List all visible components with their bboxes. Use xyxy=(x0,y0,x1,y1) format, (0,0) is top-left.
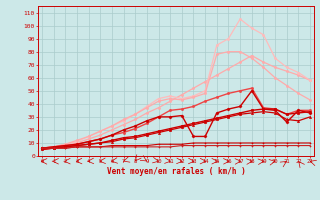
X-axis label: Vent moyen/en rafales ( km/h ): Vent moyen/en rafales ( km/h ) xyxy=(107,167,245,176)
